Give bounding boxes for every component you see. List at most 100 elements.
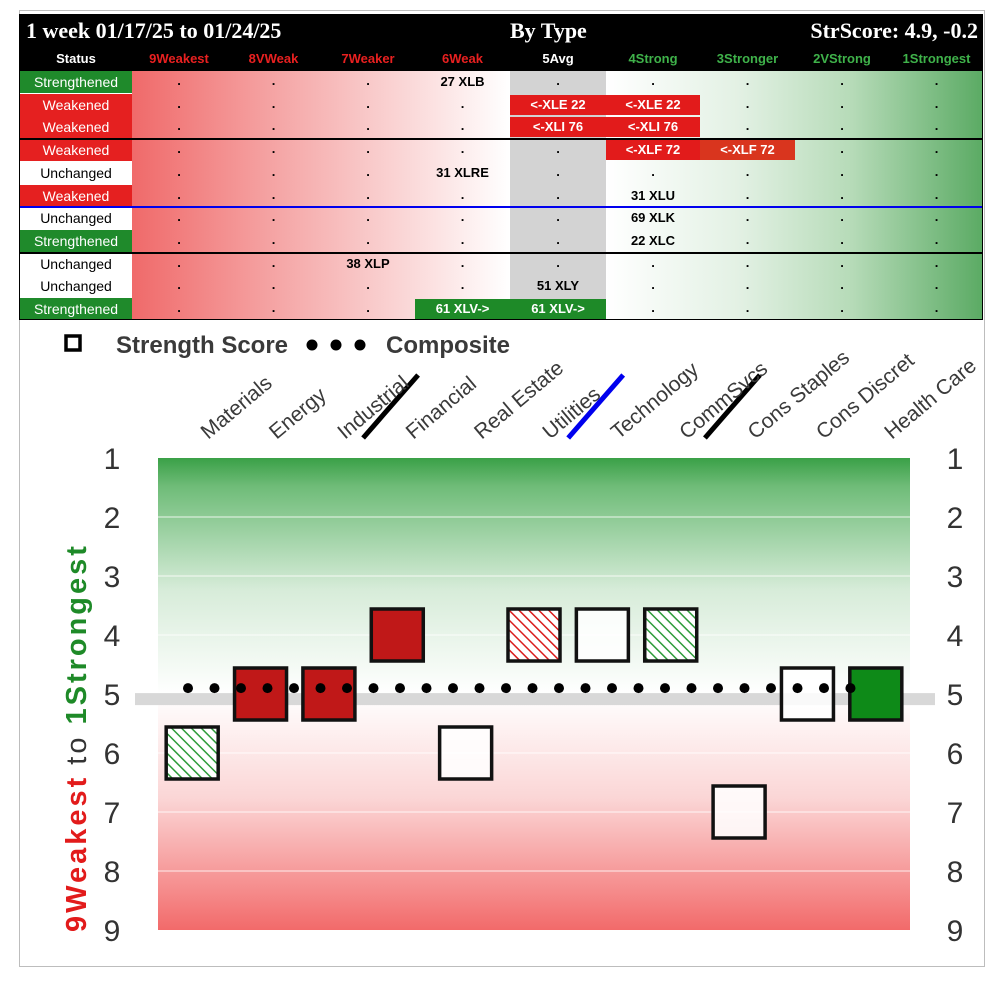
empty-cell-dot: . [651, 300, 655, 315]
empty-cell-dot: . [934, 254, 939, 270]
empty-cell-dot: . [745, 95, 750, 111]
legend-composite-label: Composite [386, 332, 510, 359]
status-badge: Strengthened [20, 298, 132, 319]
ticker-cell: <-XLE 22 [606, 94, 700, 115]
ticker-cell: 69 XLK [630, 210, 676, 226]
empty-cell-dot: . [460, 186, 465, 202]
table-row: Weakened.... <-XLE 22 <-XLE 22... [20, 93, 982, 116]
empty-cell-dot: . [271, 209, 276, 225]
empty-cell-dot: . [460, 95, 465, 111]
composite-dot-over [342, 683, 352, 694]
y-tick-right: 3 [947, 561, 964, 594]
empty-cell-dot: . [840, 118, 844, 134]
y-tick-left: 7 [104, 797, 121, 830]
empty-cell-dot: . [366, 95, 370, 111]
empty-cell-dot: . [556, 186, 560, 202]
table-row: Weakened..... 31 XLU... [20, 184, 982, 207]
composite-dot [607, 683, 617, 694]
status-badge: Strengthened [20, 71, 132, 93]
empty-cell-dot: . [934, 141, 939, 157]
status-badge: Unchanged [20, 275, 132, 298]
empty-cell-dot: . [745, 231, 750, 247]
column-header-1strongest: 1Strongest [902, 51, 971, 66]
empty-cell-dot: . [745, 118, 750, 134]
table-row: Unchanged... 31 XLRE..... [20, 161, 982, 184]
legend-square-icon [64, 334, 82, 352]
empty-cell-dot: . [177, 231, 181, 247]
ticker-cell: 51 XLY [536, 278, 580, 294]
status-badge: Unchanged [20, 252, 132, 275]
group-separator [20, 206, 982, 209]
status-badge: Weakened [20, 184, 132, 207]
group-separator [20, 251, 982, 254]
y-tick-left: 3 [104, 561, 121, 594]
strength-marker-financial [369, 607, 426, 663]
composite-dot [368, 683, 379, 694]
ticker-cell: <-XLI 76 [606, 117, 700, 138]
composite-dot-over [819, 683, 829, 694]
composite-dot [183, 683, 193, 694]
y-tick-right: 4 [947, 620, 964, 653]
strength-marker-health-care [848, 666, 904, 722]
legend-dot-icon [306, 339, 318, 351]
y-tick-right: 6 [947, 738, 964, 771]
empty-cell-dot: . [840, 73, 844, 88]
x-category-label: Energy [265, 383, 331, 444]
ticker-cell: <-XLE 22 [510, 94, 606, 115]
empty-cell-dot: . [177, 209, 181, 225]
group-separator [20, 138, 982, 141]
empty-cell-dot: . [556, 231, 560, 247]
composite-dot [633, 683, 644, 694]
strength-marker-real-estate [437, 725, 494, 781]
y-axis-label-weak: 9Weakest [61, 775, 93, 932]
chart-frame [19, 10, 985, 967]
ticker-cell: 61 XLV-> [415, 299, 510, 319]
y-tick-left: 5 [104, 679, 121, 712]
strength-score-label: StrScore: 4.9, -0.2 [810, 18, 978, 43]
empty-cell-dot: . [177, 141, 181, 157]
column-header-9weakest: 9Weakest [149, 51, 209, 66]
column-header-status: Status [56, 51, 96, 66]
empty-cell-dot: . [177, 118, 181, 134]
empty-cell-dot: . [745, 163, 750, 179]
empty-cell-dot: . [745, 186, 750, 202]
strength-marker-cons-staples [711, 784, 767, 840]
empty-cell-dot: . [745, 209, 750, 225]
composite-dot [686, 683, 697, 694]
y-tick-right: 8 [947, 856, 964, 889]
strength-marker-industrial [301, 666, 357, 722]
table-row: Weakened.... <-XLI 76 <-XLI 76... [20, 116, 982, 139]
empty-cell-dot: . [271, 141, 276, 157]
status-badge: Unchanged [20, 161, 132, 184]
empty-cell-dot: . [556, 73, 560, 88]
ticker-cell: <-XLF 72 [700, 140, 795, 161]
status-badge: Weakened [20, 116, 132, 139]
column-header-8vweak: 8VWeak [248, 51, 299, 66]
composite-dot [421, 683, 432, 694]
ticker-cell: <-XLF 72 [606, 140, 700, 161]
column-header-5avg: 5Avg [542, 51, 574, 66]
empty-cell-dot: . [460, 141, 465, 157]
empty-cell-dot: . [366, 163, 370, 179]
empty-cell-dot: . [366, 231, 370, 247]
table-row: Unchanged..... 69 XLK... [20, 207, 982, 230]
group-divider-slant [566, 373, 626, 440]
table-row: Unchanged.. 38 XLP...... [20, 252, 982, 275]
composite-dot [554, 683, 564, 694]
composite-dot [527, 683, 538, 694]
status-badge: Weakened [20, 93, 132, 116]
period-label: 1 week 01/17/25 to 01/24/25 [26, 18, 282, 43]
column-header-2vstrong: 2VStrong [813, 51, 871, 66]
empty-cell-dot: . [651, 163, 655, 179]
empty-cell-dot: . [366, 209, 370, 225]
empty-cell-dot: . [840, 277, 844, 293]
empty-cell-dot: . [366, 118, 370, 134]
y-tick-left: 6 [104, 738, 121, 771]
empty-cell-dot: . [177, 254, 181, 270]
x-category-label: Industrial [333, 371, 413, 443]
empty-cell-dot: . [745, 254, 750, 270]
column-header-7weaker: 7Weaker [341, 51, 395, 66]
empty-cell-dot: . [556, 141, 560, 157]
composite-dot-over [262, 683, 273, 694]
empty-cell-dot: . [177, 186, 181, 202]
